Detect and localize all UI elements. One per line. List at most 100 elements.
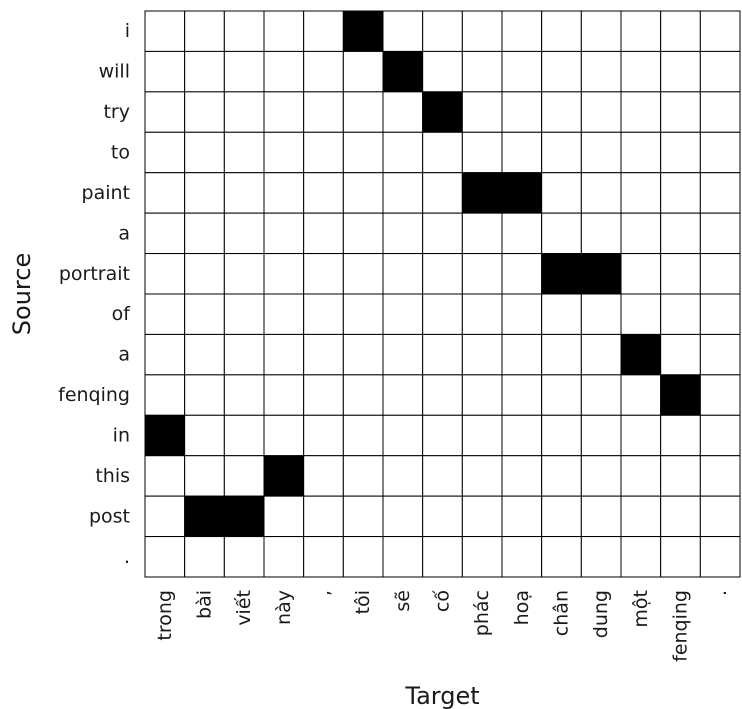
alignment-cell-3-4 — [303, 131, 344, 174]
alignment-cell-11-14 — [699, 455, 741, 497]
alignment-cell-13-5 — [342, 536, 384, 578]
alignment-cell-0-9 — [501, 10, 543, 52]
alignment-cell-13-13 — [660, 536, 701, 578]
target-tick-label: một — [630, 590, 652, 628]
alignment-cell-13-6 — [382, 536, 424, 578]
alignment-cell-6-12 — [620, 253, 662, 295]
alignment-cell-6-9 — [501, 253, 543, 295]
alignment-cell-2-10 — [541, 91, 582, 133]
alignment-cell-3-6 — [382, 131, 424, 174]
alignment-cell-10-6 — [382, 414, 424, 457]
alignment-cell-13-14 — [699, 536, 741, 578]
target-tick-label: tôi — [352, 590, 374, 614]
alignment-cell-6-6 — [382, 253, 424, 295]
alignment-cell-5-10 — [541, 212, 582, 255]
target-tick-label: . — [709, 590, 731, 596]
alignment-cell-5-0 — [144, 212, 186, 255]
alignment-cell-0-2 — [223, 10, 265, 52]
source-tick-label: . — [124, 546, 130, 568]
alignment-cell-12-7 — [422, 495, 463, 538]
alignment-cell-12-1 — [184, 495, 225, 538]
alignment-cell-12-11 — [580, 495, 622, 538]
alignment-cell-5-12 — [620, 212, 662, 255]
alignment-cell-10-11 — [580, 414, 622, 457]
alignment-cell-1-2 — [223, 50, 265, 93]
alignment-cell-8-9 — [501, 333, 543, 376]
alignment-cell-3-11 — [580, 131, 622, 174]
alignment-cell-11-1 — [184, 455, 225, 497]
target-tick-label: sẽ — [392, 590, 414, 612]
alignment-cell-3-13 — [660, 131, 701, 174]
alignment-cell-6-10 — [541, 253, 582, 295]
alignment-cell-7-6 — [382, 293, 424, 335]
alignment-cell-2-7 — [422, 91, 463, 133]
target-tick-label: trong — [154, 590, 176, 641]
alignment-cell-2-13 — [660, 91, 701, 133]
alignment-cell-4-11 — [580, 172, 622, 214]
alignment-cell-12-4 — [303, 495, 344, 538]
alignment-cell-11-3 — [263, 455, 305, 497]
alignment-cell-12-0 — [144, 495, 186, 538]
alignment-cell-13-3 — [263, 536, 305, 578]
alignment-cell-4-10 — [541, 172, 582, 214]
alignment-cell-0-5 — [342, 10, 384, 52]
alignment-cell-3-12 — [620, 131, 662, 174]
source-tick-labels: i will try to paint a portrait of a fenqing in this… — [58, 20, 131, 568]
alignment-cell-13-11 — [580, 536, 622, 578]
alignment-cell-1-10 — [541, 50, 582, 93]
alignment-cell-2-1 — [184, 91, 225, 133]
alignment-cell-3-0 — [144, 131, 186, 174]
alignment-cell-2-0 — [144, 91, 186, 133]
alignment-cell-11-9 — [501, 455, 543, 497]
alignment-cell-2-11 — [580, 91, 622, 133]
target-tick-labels: trong bài viết này, tôi sẽ cố phác hoạ chân dung mộ… — [154, 590, 731, 662]
alignment-cell-9-9 — [501, 374, 543, 416]
alignment-cell-7-5 — [342, 293, 384, 335]
alignment-cell-10-2 — [223, 414, 265, 457]
alignment-cell-0-11 — [580, 10, 622, 52]
alignment-cell-4-0 — [144, 172, 186, 214]
alignment-cell-5-13 — [660, 212, 701, 255]
y-axis-label: Source — [8, 253, 36, 335]
target-tick-label: phác — [471, 590, 493, 636]
alignment-cell-8-4 — [303, 333, 344, 376]
alignment-cell-8-5 — [342, 333, 384, 376]
source-tick-label: fenqing — [58, 384, 130, 406]
alignment-cell-9-5 — [342, 374, 384, 416]
alignment-cell-12-6 — [382, 495, 424, 538]
source-tick-label: this — [95, 465, 130, 487]
alignment-cell-10-10 — [541, 414, 582, 457]
alignment-cell-7-13 — [660, 293, 701, 335]
alignment-cell-5-6 — [382, 212, 424, 255]
alignment-cell-4-2 — [223, 172, 265, 214]
alignment-cell-7-3 — [263, 293, 305, 335]
target-tick-label: viết — [233, 590, 255, 626]
alignment-cell-9-11 — [580, 374, 622, 416]
alignment-cell-1-12 — [620, 50, 662, 93]
alignment-cell-6-13 — [660, 253, 701, 295]
alignment-cell-6-11 — [580, 253, 622, 295]
alignment-cell-0-6 — [382, 10, 424, 52]
alignment-cell-6-14 — [699, 253, 741, 295]
alignment-cell-4-14 — [699, 172, 741, 214]
alignment-cell-10-0 — [144, 414, 186, 457]
alignment-cell-11-8 — [461, 455, 503, 497]
alignment-cell-4-13 — [660, 172, 701, 214]
alignment-cell-7-14 — [699, 293, 741, 335]
alignment-cell-1-14 — [699, 50, 741, 93]
alignment-cell-0-4 — [303, 10, 344, 52]
alignment-cell-10-4 — [303, 414, 344, 457]
alignment-cell-3-7 — [422, 131, 463, 174]
target-tick-label: cố — [432, 590, 454, 612]
alignment-cell-5-7 — [422, 212, 463, 255]
alignment-cell-3-10 — [541, 131, 582, 174]
alignment-cell-9-10 — [541, 374, 582, 416]
source-tick-label: a — [118, 344, 130, 366]
alignment-cell-1-3 — [263, 50, 305, 93]
alignment-cell-2-9 — [501, 91, 543, 133]
alignment-cell-3-3 — [263, 131, 305, 174]
alignment-cell-2-5 — [342, 91, 384, 133]
alignment-cell-3-1 — [184, 131, 225, 174]
alignment-cell-9-4 — [303, 374, 344, 416]
alignment-cell-0-0 — [144, 10, 186, 52]
